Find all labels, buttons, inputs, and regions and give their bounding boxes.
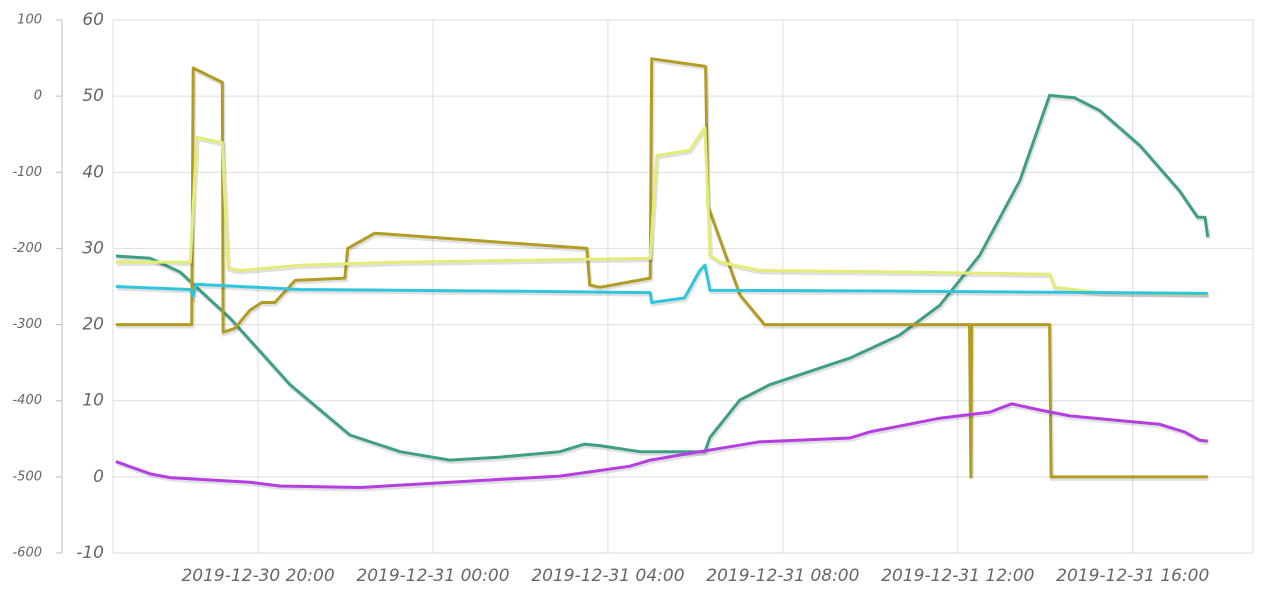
y-tick-label: 10 [82, 391, 104, 411]
x-tick-label: 2019-12-30 20:00 [181, 566, 334, 586]
series-line [115, 93, 1210, 462]
y-tick-label: 30 [82, 238, 104, 258]
y-tick-label: -10 [76, 543, 104, 563]
y2-tick-label: -300 [12, 317, 42, 332]
x-tick-label: 2019-12-31 04:00 [531, 566, 684, 586]
y2-tick-label: -400 [12, 393, 42, 408]
y2-tick-label: -500 [12, 469, 42, 484]
y2-tick-label: 100 [17, 13, 42, 28]
y2-tick-label: -600 [12, 546, 42, 561]
series-shadow [116, 95, 1211, 465]
y2-tick-label: 0 [34, 89, 42, 104]
y-tick-label: 50 [82, 86, 104, 106]
y-tick-label: 40 [82, 162, 104, 182]
series-line [115, 402, 1208, 489]
y-tick-label: 0 [93, 467, 104, 487]
x-tick-label: 2019-12-31 16:00 [1056, 566, 1209, 586]
y2-tick-label: -100 [12, 165, 42, 180]
y-tick-label: 60 [82, 10, 104, 30]
y-tick-label: 20 [82, 315, 104, 335]
x-tick-label: 2019-12-31 00:00 [356, 566, 509, 586]
series-shadow [116, 403, 1209, 492]
series-line [115, 57, 1208, 479]
x-tick-label: 2019-12-31 12:00 [881, 566, 1034, 586]
x-tick-label: 2019-12-31 08:00 [706, 566, 859, 586]
series-line [115, 125, 1208, 296]
series-line [115, 263, 1208, 304]
y2-tick-label: -200 [12, 241, 42, 256]
